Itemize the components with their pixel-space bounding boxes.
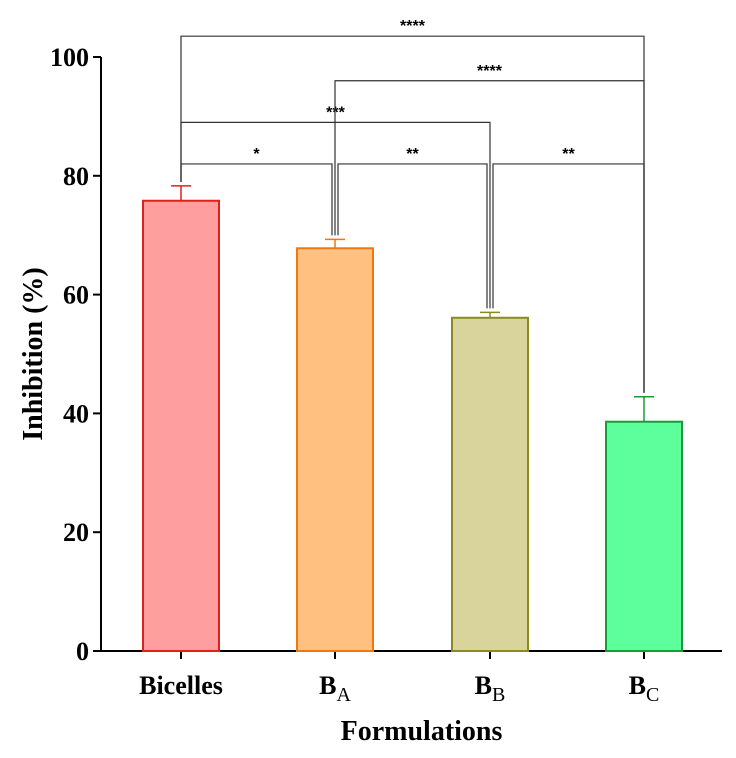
x-tick-label: BA — [319, 671, 351, 706]
x-tick-label: Bicelles — [139, 671, 223, 700]
y-tick-label: 100 — [50, 43, 89, 72]
x-tick-label: BC — [629, 671, 660, 706]
y-axis-title: Inhibition (%) — [18, 267, 49, 441]
y-tick-label: 60 — [63, 281, 89, 310]
significance-bracket — [180, 35, 645, 393]
significance-layer: * ** ************* — [180, 18, 645, 393]
significance-bracket — [337, 163, 488, 309]
significance-label: *** — [326, 104, 345, 121]
labels-layer: Bicelles BA BB BC — [139, 671, 659, 706]
y-tick-label: 0 — [76, 637, 89, 666]
bar — [142, 199, 220, 653]
significance-label: **** — [400, 18, 426, 35]
significance-label: ** — [562, 146, 575, 163]
bar — [451, 316, 529, 652]
significance-label: **** — [477, 63, 503, 80]
significance-label: ** — [406, 146, 419, 163]
y-tick-label: 40 — [63, 399, 89, 428]
significance-label: * — [253, 146, 260, 163]
y-tick-label: 20 — [63, 518, 89, 547]
x-axis-title: Formulations — [341, 716, 503, 747]
x-tick-label: BB — [475, 671, 506, 706]
bar — [605, 420, 683, 652]
bar — [296, 247, 374, 652]
y-tick-label: 80 — [63, 162, 89, 191]
bars-layer — [142, 185, 683, 653]
